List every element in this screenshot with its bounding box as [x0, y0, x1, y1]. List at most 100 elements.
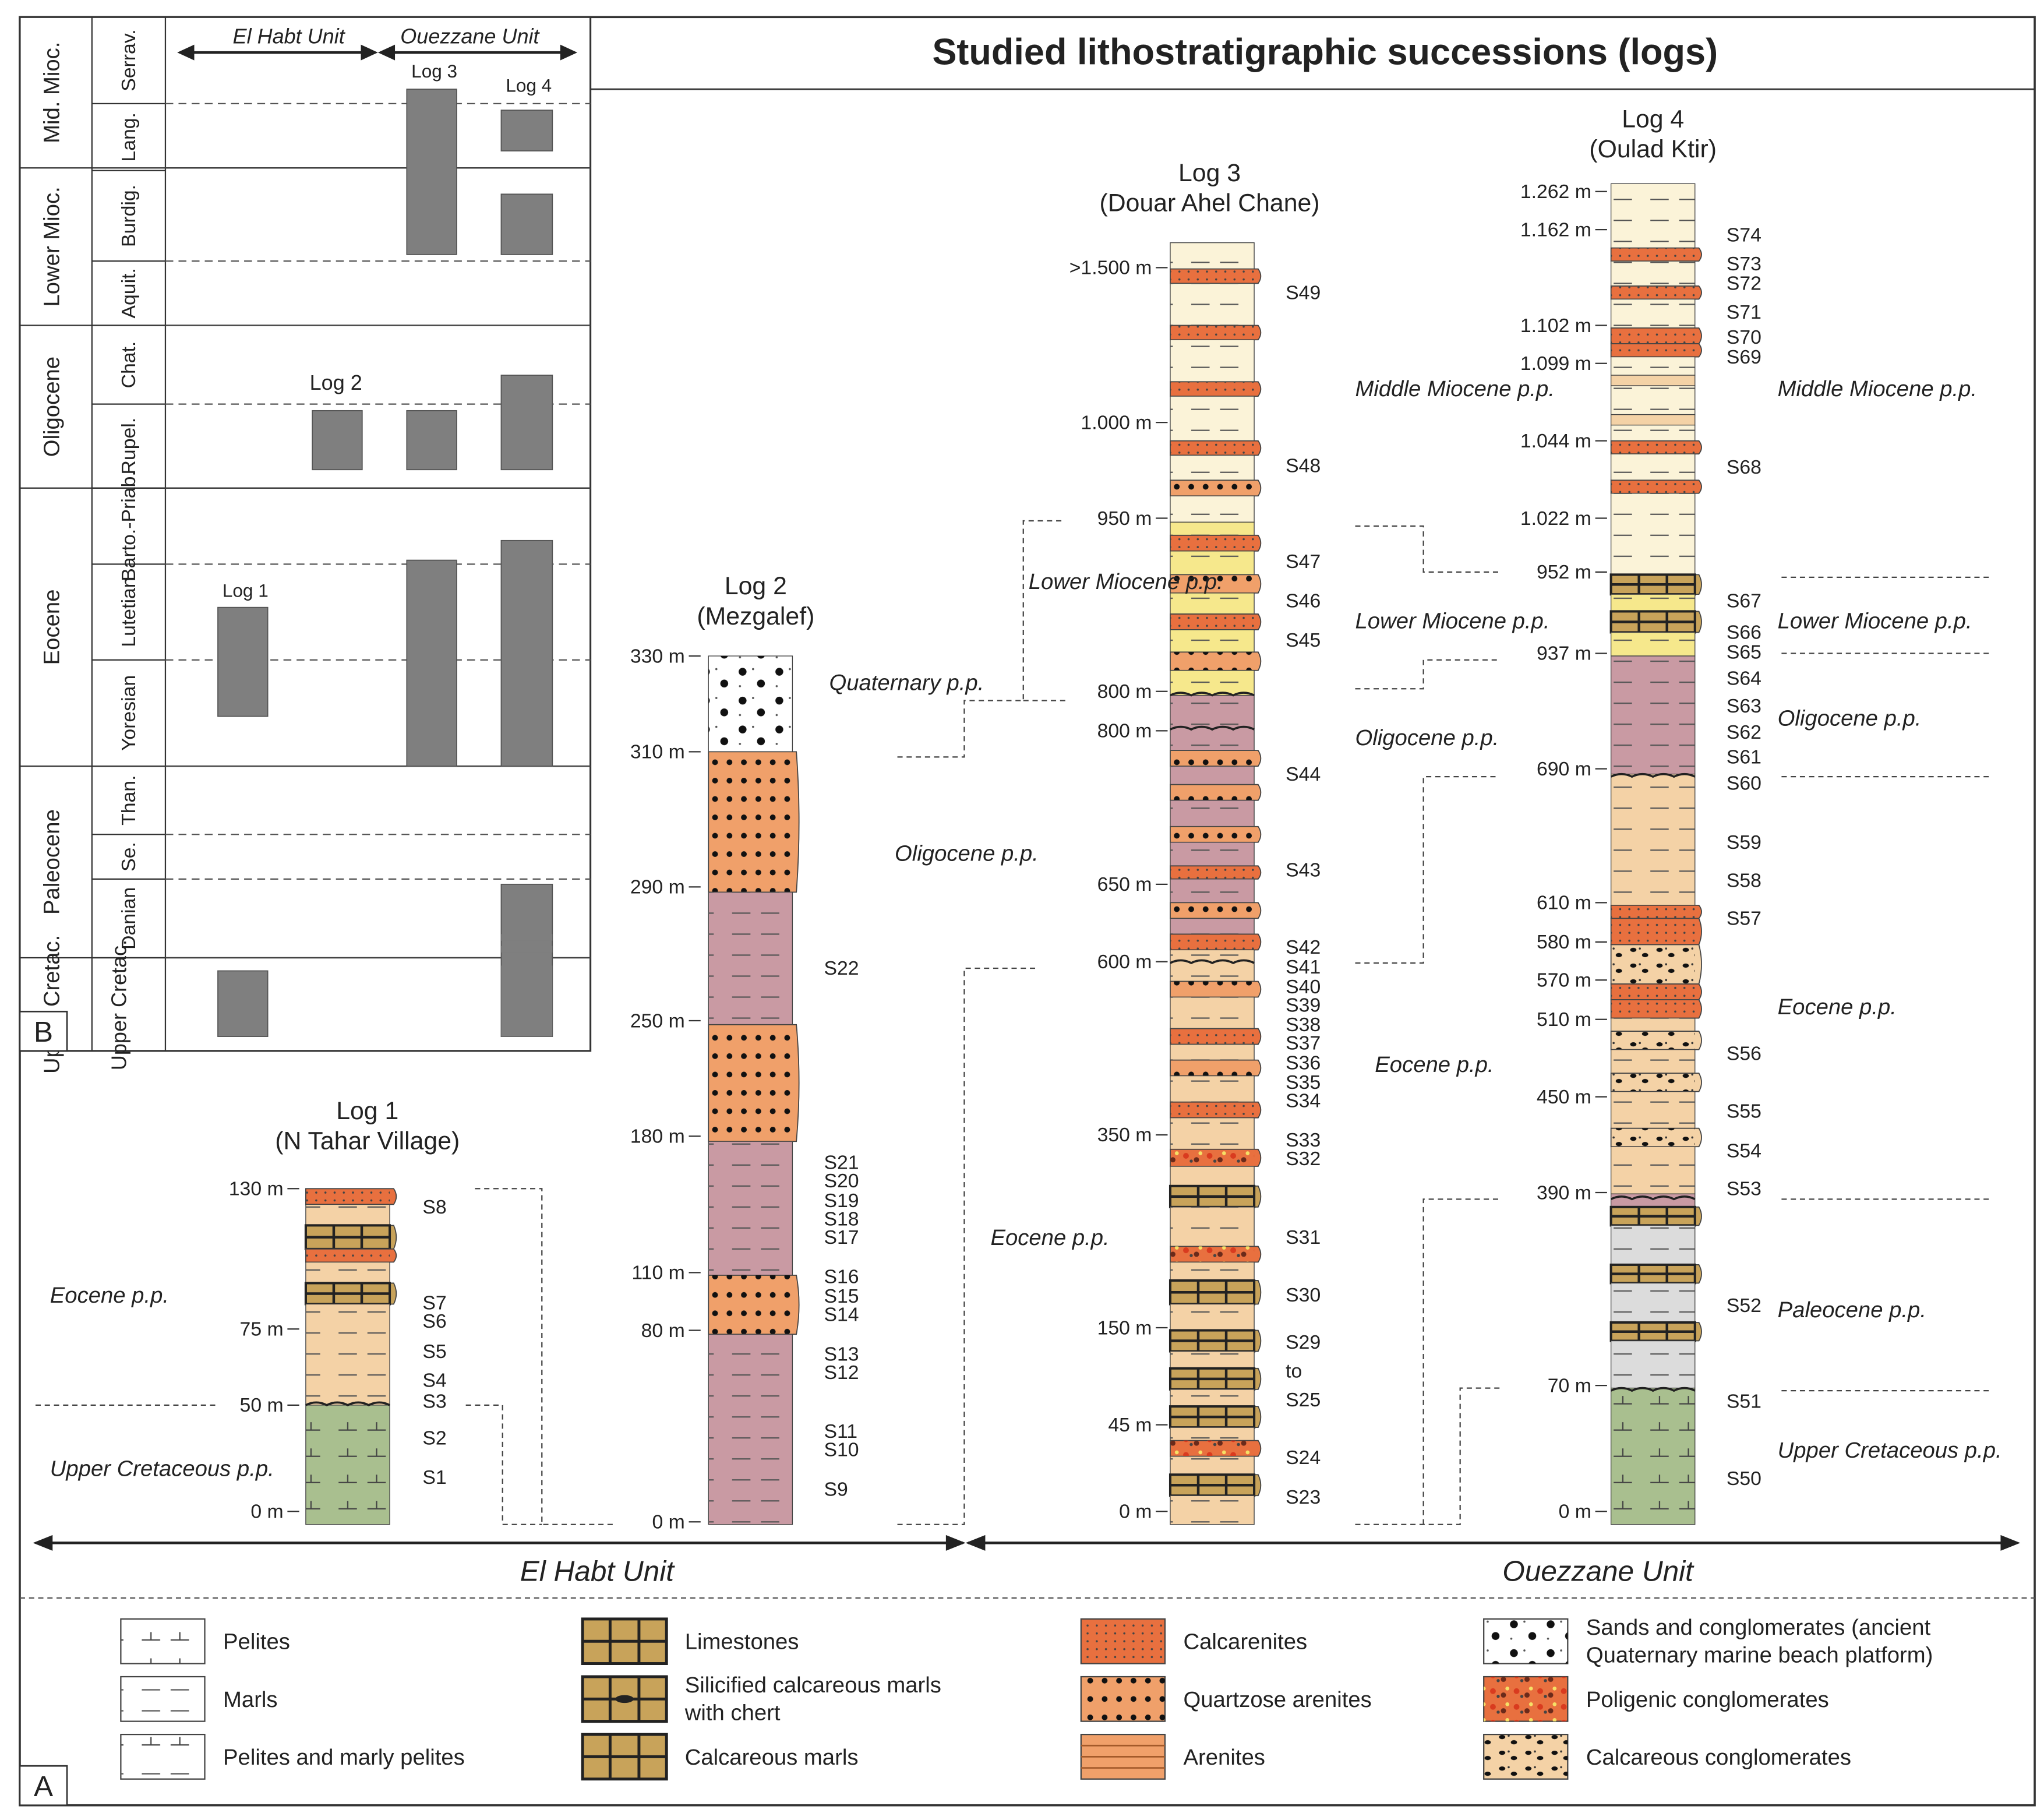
sample-label: S40: [1286, 976, 1321, 998]
depth-label: 45 m: [1108, 1414, 1152, 1436]
epoch-label: Lower Mioc.: [40, 186, 65, 306]
depth-label: 650 m: [1097, 873, 1152, 895]
sample-label: to: [1286, 1360, 1302, 1382]
log3-layer-marl-pattern: [1170, 918, 1255, 934]
log4-layer-cream-pattern: [1611, 261, 1695, 286]
log4-layer-calcaren-pattern: [1611, 1000, 1695, 1018]
corr-log3-eoc: [1422, 1198, 1498, 1525]
sample-label: S65: [1727, 641, 1761, 663]
sample-label: S14: [824, 1304, 859, 1326]
log4-layer-calcconglo-pattern: [1611, 944, 1695, 984]
log1-layer-calcaren-pattern: [305, 1248, 390, 1262]
log3-layer-cream-pattern: [1170, 396, 1255, 441]
sample-label: S47: [1286, 551, 1321, 573]
sample-label: S18: [824, 1208, 859, 1230]
log4-layer-marl-pattern: [1611, 655, 1695, 774]
log3-layer-calcaren-pattern: [1170, 1102, 1255, 1118]
log3-layer-marl-pattern: [1170, 800, 1255, 827]
sample-label: S39: [1286, 994, 1321, 1016]
depth-label: 952 m: [1537, 561, 1591, 583]
sample-label: S49: [1286, 281, 1321, 304]
depth-label: 950 m: [1097, 507, 1152, 530]
age-label: Middle Miocene p.p.: [1355, 376, 1555, 401]
depth-label: 690 m: [1537, 758, 1591, 780]
panel-b-bar-stripe: [501, 946, 553, 953]
panel-b-letter: B: [34, 1016, 53, 1048]
age-label: Eocene p.p.: [1375, 1052, 1494, 1077]
panel-b-ouezzane-label: Ouezzane Unit: [400, 24, 540, 48]
age-label: Quaternary p.p.: [829, 671, 984, 696]
panel-a-letter: A: [34, 1770, 53, 1803]
depth-label: 250 m: [630, 1010, 685, 1032]
sample-label: S2: [422, 1427, 446, 1449]
el-habt-arrowhead-right: [361, 44, 378, 61]
log3-title: Log 3: [1178, 159, 1241, 187]
sample-label: S12: [824, 1362, 859, 1384]
depth-label: 50 m: [240, 1394, 284, 1416]
sample-label: S45: [1286, 629, 1321, 651]
log1-layer-tan-pattern: [305, 1304, 390, 1405]
log4-layer-calcconglo-pattern: [1611, 1073, 1695, 1092]
sample-label: S64: [1727, 668, 1761, 690]
log4-layer-yellow-pattern: [1611, 632, 1695, 656]
sample-label: S17: [824, 1226, 859, 1248]
log2-column: [708, 655, 800, 1525]
log1-layer-pelite-pattern: [305, 1405, 390, 1525]
log1-unconformity: [305, 1401, 390, 1406]
log3-layer-cream-pattern: [1170, 496, 1255, 523]
log1-title: Log 1: [336, 1097, 398, 1125]
log2-layer-orange-pattern: [708, 1275, 793, 1335]
depth-label: 390 m: [1537, 1181, 1591, 1204]
sample-label: S73: [1727, 253, 1761, 275]
stage-label: Aquit.: [118, 268, 140, 318]
panel-b-log4-label: Log 4: [506, 75, 552, 96]
sample-label: S55: [1727, 1101, 1761, 1123]
log3-layer-orange-pattern: [1170, 902, 1255, 919]
log3-column: [1168, 242, 1262, 1525]
depth-label: 610 m: [1537, 892, 1591, 914]
epoch-label: Eocene: [40, 590, 65, 665]
log3-layer-orange-pattern: [1170, 750, 1255, 767]
log3-layer-marl-pattern: [1170, 842, 1255, 866]
stage-label: Lutetian: [118, 577, 140, 647]
age-label: Paleocene p.p.: [1778, 1297, 1926, 1322]
sample-label: S51: [1727, 1390, 1761, 1412]
legend-swatch-pattern: [1081, 1618, 1165, 1664]
log3-layer-tan-pattern: [1170, 1427, 1255, 1441]
log4-layer-calcaren-pattern: [1611, 983, 1695, 1000]
depth-label: 150 m: [1097, 1317, 1152, 1339]
age-label: Oligocene p.p.: [1355, 725, 1499, 750]
panel-b-bars: [217, 89, 553, 1037]
sample-label: S5: [422, 1341, 446, 1363]
log3-layer-marl-pattern: [1170, 695, 1255, 751]
legend-swatch-pattern: [121, 1618, 205, 1664]
log4-layer-calcaren-pattern: [1611, 480, 1695, 493]
log3-layer-calcaren-pattern: [1170, 535, 1255, 551]
depth-label: 350 m: [1097, 1124, 1152, 1146]
sample-label: S16: [824, 1265, 859, 1288]
depth-label: 1.262 m: [1520, 181, 1591, 203]
log3-layer-calcaren-pattern: [1170, 325, 1255, 340]
stage-label: Burdig.: [118, 185, 140, 247]
panel-b-bar: [406, 410, 457, 471]
legend-label-line2: with chert: [684, 1700, 781, 1725]
depth-label: >1.500 m: [1069, 257, 1152, 279]
sample-label: S42: [1286, 936, 1321, 958]
legend-swatch-pattern: [1484, 1677, 1568, 1722]
panel-b-bar: [500, 193, 553, 255]
log3-layer-cream-pattern: [1170, 242, 1255, 269]
sample-label: S43: [1286, 859, 1321, 881]
corr-log2-oligo: [897, 967, 1039, 1525]
sample-label: S8: [422, 1196, 446, 1218]
sample-label: S21: [824, 1152, 859, 1174]
log4-layer-cream-pattern: [1611, 184, 1695, 248]
log4-layer-calcaren-pattern: [1611, 905, 1695, 919]
depth-label: 1.102 m: [1520, 315, 1591, 337]
log3-layer-orange-pattern: [1170, 784, 1255, 800]
panel-b-log1-label: Log 1: [223, 580, 269, 601]
sample-label: S38: [1286, 1014, 1321, 1036]
stage-label: Rupel.: [118, 418, 140, 475]
depth-label: 330 m: [630, 645, 685, 667]
